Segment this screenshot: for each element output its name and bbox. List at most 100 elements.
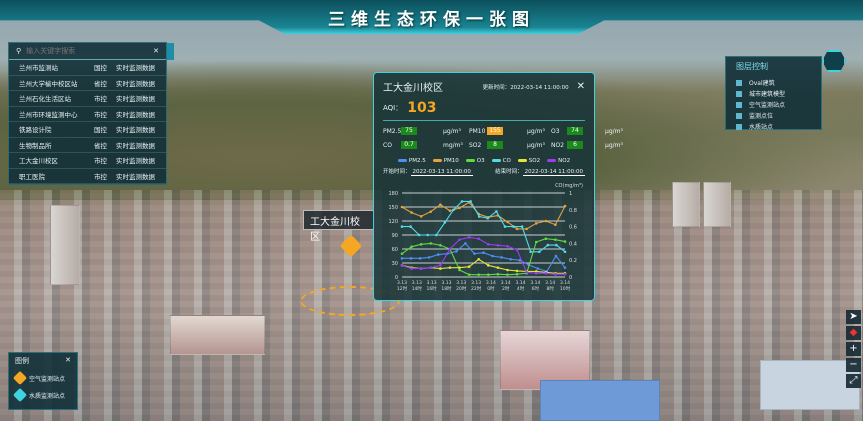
station-status: 实时监测数据 bbox=[116, 110, 155, 119]
series-name: NO2 bbox=[558, 158, 571, 164]
series-name: PM2.5 bbox=[408, 158, 426, 164]
legend-item: 空气监测站点 bbox=[29, 375, 66, 383]
station-type: 市控 bbox=[94, 172, 107, 181]
pollutant-label: SO2 bbox=[469, 141, 482, 149]
x-tick-label: 3.14 10时 bbox=[560, 280, 571, 292]
checkbox-icon[interactable] bbox=[736, 123, 742, 130]
legend-series-so2[interactable]: SO2 bbox=[517, 158, 540, 164]
clear-icon[interactable]: ✕ bbox=[153, 47, 159, 55]
data-point-CO bbox=[409, 225, 412, 228]
y2-tick-label: 0.4 bbox=[569, 241, 577, 247]
data-point-CO bbox=[452, 208, 455, 212]
station-row[interactable]: 铁路设计院 国控 实时监测数据 bbox=[9, 122, 166, 138]
data-point-PM2.5 bbox=[536, 267, 540, 270]
layer-toggle[interactable]: 空气监测站点 bbox=[736, 99, 811, 110]
data-point-PM2.5 bbox=[418, 257, 422, 260]
legend-series-no2[interactable]: NO2 bbox=[547, 158, 570, 164]
series-swatch-icon bbox=[397, 159, 407, 162]
data-point-PM10 bbox=[554, 223, 557, 227]
building bbox=[170, 315, 265, 355]
data-point-O3 bbox=[429, 242, 433, 245]
station-row[interactable]: 职工医院 市控 实时监测数据 bbox=[9, 169, 166, 184]
data-point-CO bbox=[555, 243, 558, 247]
data-point-O3 bbox=[563, 240, 567, 243]
checkbox-icon[interactable] bbox=[736, 112, 742, 119]
close-icon[interactable]: ✕ bbox=[576, 81, 585, 92]
legend-series-pm25[interactable]: PM2.5 bbox=[397, 158, 426, 164]
data-point-CO bbox=[529, 250, 532, 254]
station-row[interactable]: 兰州市监测站 国控 实时监测数据 bbox=[9, 60, 166, 76]
layer-control-panel: 图层控制 Oval建筑 城市建筑模型 空气监测站点 监测点位 水质站点 bbox=[725, 56, 822, 132]
y-tick-label: 30 bbox=[392, 261, 398, 267]
pollutant-value: 155 bbox=[487, 127, 503, 135]
pollutant-trend-chart: CO(mg/m³) 0 30 60 90 120 150 180 0 0.2 0.4 0.6 0.8 1 3… bbox=[388, 183, 583, 292]
legend-series-pm10[interactable]: PM10 bbox=[432, 158, 459, 164]
station-type: 市控 bbox=[94, 95, 107, 104]
checkbox-icon[interactable] bbox=[736, 79, 742, 86]
station-row[interactable]: 兰州大学榆中校区站 省控 实时监测数据 bbox=[9, 76, 166, 91]
legend-series-co[interactable]: CO bbox=[491, 158, 511, 164]
data-point-PM2.5 bbox=[436, 253, 440, 256]
station-row[interactable]: 工大金川校区 市控 实时监测数据 bbox=[9, 153, 166, 169]
data-point-CO bbox=[486, 216, 490, 220]
layer-name: Oval建筑 bbox=[749, 80, 775, 87]
search-bar: ⚲ ✕ bbox=[9, 43, 166, 60]
pollutant-value-wrap: 8 bbox=[487, 141, 527, 149]
navigate-icon[interactable]: ➤ bbox=[846, 310, 861, 324]
data-point-NO2 bbox=[410, 267, 413, 270]
series-line-PM10 bbox=[401, 201, 566, 230]
data-point-PM10 bbox=[515, 227, 519, 231]
station-row[interactable]: 兰州石化生活区站 市控 实时监测数据 bbox=[9, 91, 166, 107]
legend-series-o3[interactable]: O3 bbox=[465, 158, 485, 164]
layers-icon[interactable] bbox=[822, 50, 846, 72]
start-label: 开始时间： bbox=[383, 169, 411, 175]
data-point-CO bbox=[469, 200, 472, 203]
x-tick-label: 3.14 6时 bbox=[530, 280, 540, 292]
station-name: 兰州大学榆中校区站 bbox=[19, 79, 78, 88]
station-status: 实时监测数据 bbox=[116, 157, 155, 166]
start-time-input[interactable]: 2022-03-13 11:00:00 bbox=[410, 169, 473, 176]
end-time-input[interactable]: 2022-03-14 11:00:00 bbox=[522, 169, 585, 176]
data-point-PM10 bbox=[458, 206, 461, 210]
compass-icon[interactable]: ◆ bbox=[846, 326, 861, 340]
data-point-O3 bbox=[496, 272, 500, 276]
search-input[interactable] bbox=[26, 47, 154, 55]
air-station-marker-icon[interactable] bbox=[339, 234, 363, 258]
data-point-NO2 bbox=[534, 271, 538, 275]
pollutant-value-wrap: 75 bbox=[401, 127, 443, 135]
layer-toggle[interactable]: 城市建筑模型 bbox=[736, 88, 811, 99]
pollutant-value: 74 bbox=[567, 127, 583, 135]
series-name: CO bbox=[502, 158, 511, 164]
data-point-SO2 bbox=[496, 266, 500, 269]
data-point-PM10 bbox=[439, 203, 442, 206]
checkbox-icon[interactable] bbox=[736, 90, 742, 97]
data-point-NO2 bbox=[477, 237, 481, 241]
layer-toggle[interactable]: 监测点位 bbox=[736, 110, 811, 121]
zoom-out-button[interactable]: − bbox=[846, 358, 861, 372]
data-point-O3 bbox=[544, 237, 548, 241]
station-type: 省控 bbox=[94, 79, 107, 88]
station-type: 省控 bbox=[94, 141, 107, 150]
checkbox-icon[interactable] bbox=[736, 101, 742, 108]
data-point-PM2.5 bbox=[500, 256, 503, 259]
zoom-in-button[interactable]: + bbox=[846, 342, 861, 356]
collapse-panel-button[interactable] bbox=[167, 43, 174, 60]
layer-toggle[interactable]: 水质站点 bbox=[736, 121, 811, 132]
station-row[interactable]: 生物制品所 省控 实时监测数据 bbox=[9, 138, 166, 153]
data-point-NO2 bbox=[496, 243, 500, 247]
station-row[interactable]: 兰州市环境监测中心 市控 实时监测数据 bbox=[9, 107, 166, 122]
layer-toggle[interactable]: Oval建筑 bbox=[736, 77, 811, 88]
data-point-O3 bbox=[486, 273, 490, 276]
pollutant-value-wrap: 155 bbox=[487, 127, 527, 135]
data-point-NO2 bbox=[400, 264, 404, 267]
data-point-CO bbox=[443, 221, 447, 224]
legend-close-icon[interactable]: ✕ bbox=[65, 356, 71, 364]
building bbox=[760, 360, 860, 410]
x-tick-label: 3.13 12时 bbox=[397, 280, 408, 292]
series-line-O3 bbox=[401, 238, 566, 276]
fullscreen-icon[interactable]: ⤢ bbox=[846, 374, 861, 388]
data-point-SO2 bbox=[515, 269, 519, 273]
data-point-PM2.5 bbox=[563, 266, 567, 269]
layer-panel-title: 图层控制 bbox=[736, 62, 768, 71]
station-label[interactable]: 工大金川校区 bbox=[303, 210, 375, 243]
